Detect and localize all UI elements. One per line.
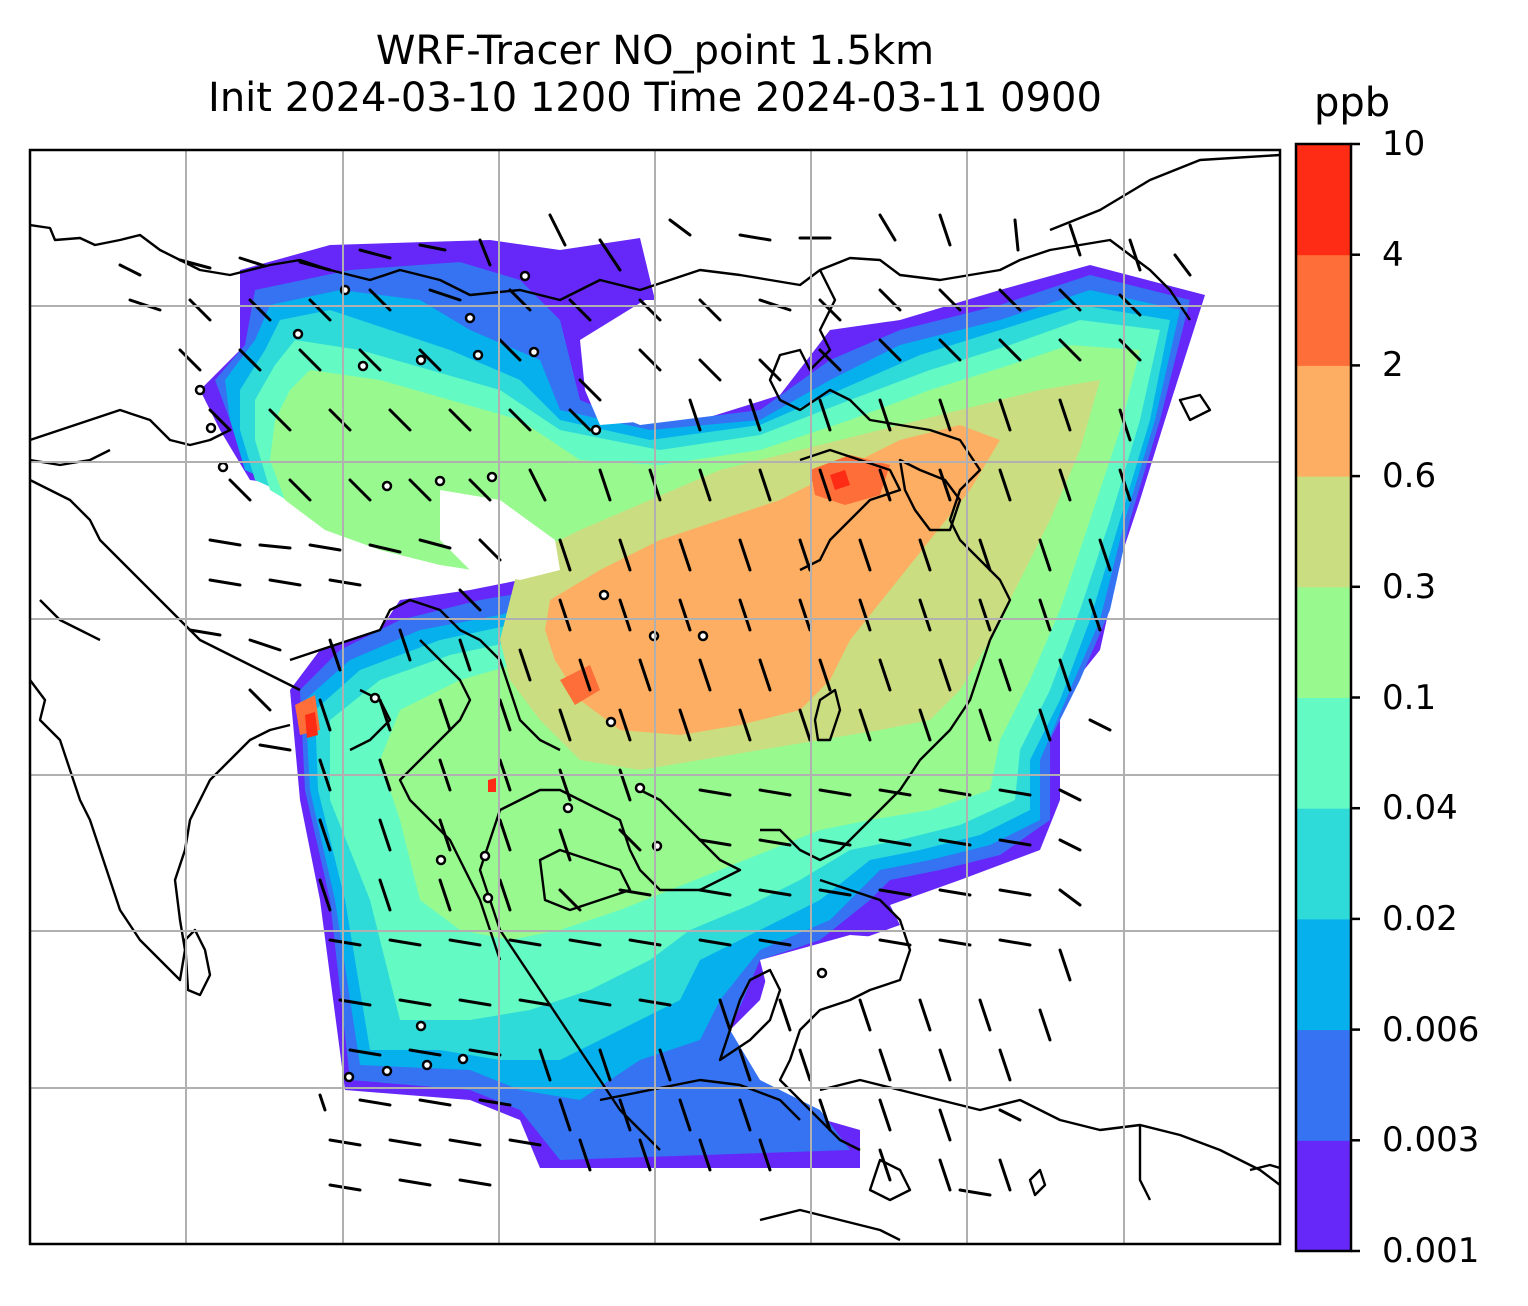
contour-level-7 [545, 425, 1000, 735]
wind-barbs [118, 213, 1192, 1197]
colorbar-tick-label: 4 [1382, 234, 1404, 275]
colorbar-tick-label: 0.3 [1382, 566, 1437, 607]
map-frame [28, 148, 1282, 1246]
contour-level-8 [295, 455, 890, 735]
no-data-region-sea [760, 935, 960, 1100]
colorbar [1296, 142, 1360, 1253]
title-line-1: WRF-Tracer NO_point 1.5km [375, 28, 935, 74]
map-title: WRF-Tracer NO_point 1.5km Init 2024-03-1… [30, 28, 1280, 122]
point-sources [194, 270, 828, 1083]
concentration-field [200, 238, 1205, 1168]
colorbar-segment [1296, 254, 1351, 366]
colorbar-segment [1296, 144, 1351, 256]
colorbar-segment [1296, 918, 1351, 1031]
colorbar-tick-label: 0.1 [1382, 677, 1437, 718]
gridlines [30, 150, 1280, 1244]
colorbar-tick-label: 10 [1382, 124, 1426, 164]
colorbar-segment [1296, 365, 1351, 477]
colorbar-unit-label: ppb [1314, 80, 1391, 126]
colorbar-tick-label: 0.02 [1382, 898, 1458, 939]
title-line-2: Init 2024-03-10 1200 Time 2024-03-11 090… [208, 75, 1102, 121]
colorbar-tick-label: 0.001 [1382, 1231, 1480, 1271]
colorbar-segment [1296, 586, 1351, 698]
colorbar-tick-label: 0.006 [1382, 1009, 1480, 1050]
colorbar-segment [1296, 808, 1351, 920]
colorbar-segment [1296, 476, 1351, 588]
colorbar-segment [1296, 1029, 1351, 1141]
colorbar-tick-label: 0.6 [1382, 456, 1437, 497]
colorbar-tick-label: 0.04 [1382, 788, 1458, 829]
colorbar-segment [1296, 1140, 1351, 1252]
colorbar-tick-label: 2 [1382, 345, 1404, 386]
colorbar-tick-label: 0.003 [1382, 1120, 1480, 1161]
colorbar-segment [1296, 697, 1351, 809]
colorbar-frame [1294, 142, 1353, 1253]
no-data-region-north [580, 300, 720, 425]
